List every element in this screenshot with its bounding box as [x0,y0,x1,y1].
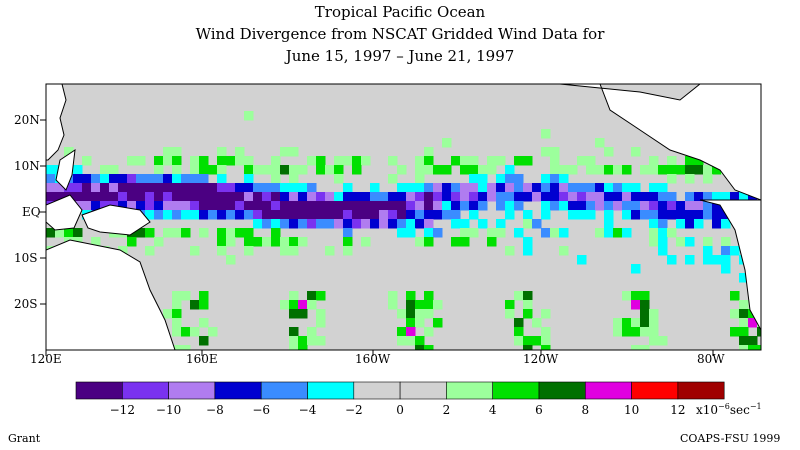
colorbar-swatch [353,381,401,400]
lat-label-eq: EQ [22,205,41,219]
colorbar-swatch [584,381,632,400]
colorbar-tick-label: 2 [442,403,451,417]
axis-ticks [40,119,714,356]
colorbar-swatch [307,381,355,400]
colorbar-swatch [75,381,123,400]
lon-label-120w: 120W [523,352,559,366]
colorbar-swatch [538,381,586,400]
lat-label-20n: 20N [14,113,40,127]
lat-label-10s: 10S [14,251,38,265]
colorbar-tick-label: 0 [396,403,404,417]
colorbar-swatch [492,381,540,400]
map-title-line-3: June 15, 1997 – June 21, 1997 [285,47,515,65]
colorbar-tick-label: −10 [155,403,182,417]
lon-label-160w: 160W [355,352,391,366]
australia [46,239,176,350]
map-title-line-1: Tropical Pacific Ocean [314,3,486,21]
colorbar-swatch [122,381,169,400]
asia-coast [46,84,67,161]
central-america [559,84,761,201]
colorbar-unit: x10−6sec−1 [696,402,762,417]
colorbar [75,381,725,400]
new-guinea [81,204,151,236]
colorbar-tick-label: −12 [109,403,135,417]
colorbar-swatch [677,381,725,400]
colorbar-tick-label: 8 [581,403,590,417]
colorbar-swatch [168,381,216,400]
footer-author: Grant [8,432,41,445]
lon-label-160e: 160E [186,352,218,366]
lon-label-80w: 80W [697,352,725,366]
colorbar-swatch [446,381,493,400]
colorbar-swatch [631,381,679,400]
borneo [46,194,83,231]
colorbar-swatch [399,381,447,400]
colorbar-tick-label: 12 [670,403,686,417]
philippines [55,148,76,191]
colorbar-swatch [214,381,262,400]
south-america [699,199,761,331]
colorbar-tick-label: −2 [344,403,363,417]
footer-credit: COAPS-FSU 1999 [680,432,781,445]
colorbar-tick-label: 10 [623,403,640,417]
lon-label-120e: 120E [30,352,62,366]
map-frame [45,83,762,351]
colorbar-tick-label: −6 [252,403,271,417]
colorbar-tick-label: 6 [535,403,543,417]
landmasses [46,84,761,350]
colorbar-swatch [260,381,308,400]
colorbar-tick-label: 4 [488,403,497,417]
lat-label-10n: 10N [14,159,40,173]
colorbar-tick-label: −8 [206,403,224,417]
lat-label-20s: 20S [14,297,38,311]
map-title-line-2: Wind Divergence from NSCAT Gridded Wind … [195,25,605,43]
colorbar-tick-label: −4 [298,403,317,417]
